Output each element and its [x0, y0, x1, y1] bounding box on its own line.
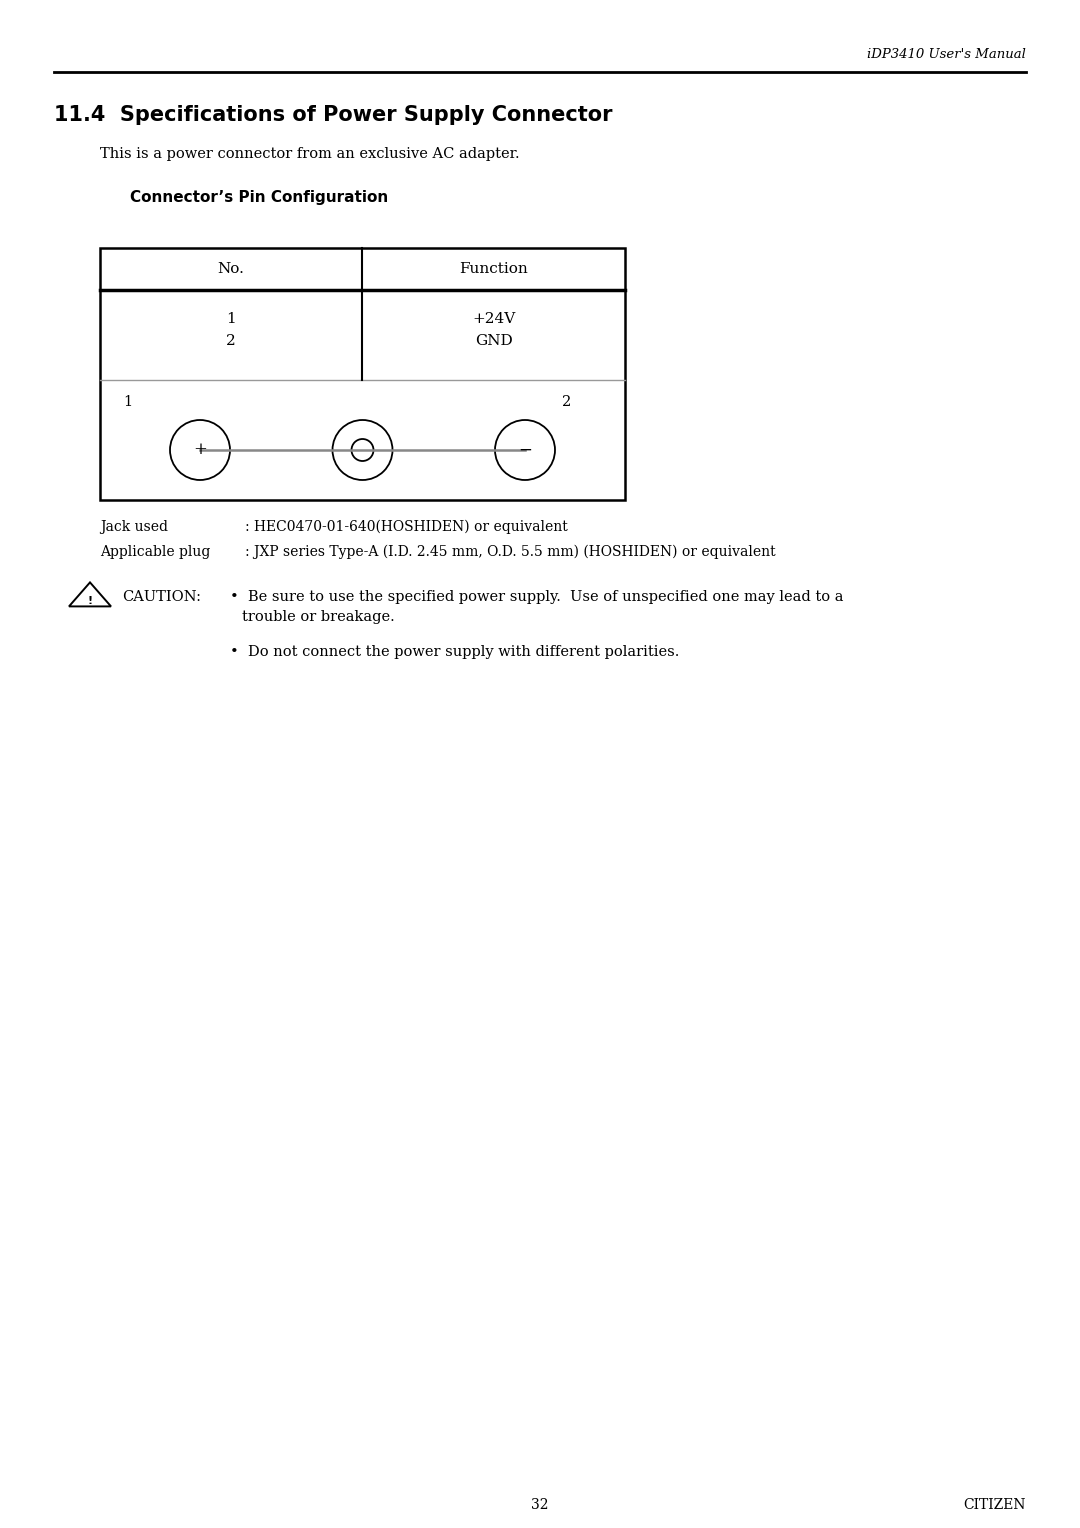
Text: 32: 32	[531, 1497, 549, 1513]
Text: •  Be sure to use the specified power supply.  Use of unspecified one may lead t: • Be sure to use the specified power sup…	[230, 590, 843, 604]
Text: : JXP series Type-A (I.D. 2.45 mm, O.D. 5.5 mm) (HOSHIDEN) or equivalent: : JXP series Type-A (I.D. 2.45 mm, O.D. …	[245, 545, 775, 559]
Text: This is a power connector from an exclusive AC adapter.: This is a power connector from an exclus…	[100, 147, 519, 160]
Text: Connector’s Pin Configuration: Connector’s Pin Configuration	[130, 189, 388, 205]
Text: 1
2: 1 2	[226, 312, 235, 348]
Text: : HEC0470-01-640(HOSHIDEN) or equivalent: : HEC0470-01-640(HOSHIDEN) or equivalent	[245, 520, 568, 535]
Text: !: !	[87, 596, 93, 607]
Text: 1: 1	[123, 396, 133, 410]
Text: 2: 2	[563, 396, 571, 410]
Text: trouble or breakage.: trouble or breakage.	[242, 610, 395, 623]
Text: Jack used: Jack used	[100, 520, 168, 533]
Text: Applicable plug: Applicable plug	[100, 545, 211, 559]
Text: −: −	[518, 442, 532, 458]
Text: CITIZEN: CITIZEN	[963, 1497, 1026, 1513]
Text: •  Do not connect the power supply with different polarities.: • Do not connect the power supply with d…	[230, 645, 679, 659]
Text: No.: No.	[217, 261, 244, 277]
Bar	[100, 248, 625, 500]
Text: 11.4  Specifications of Power Supply Connector: 11.4 Specifications of Power Supply Conn…	[54, 105, 612, 125]
Text: iDP3410 User's Manual: iDP3410 User's Manual	[867, 49, 1026, 61]
Text: +24V
GND: +24V GND	[472, 312, 515, 348]
Text: +: +	[193, 442, 207, 458]
Text: Function: Function	[459, 261, 528, 277]
Text: CAUTION:: CAUTION:	[122, 590, 201, 604]
